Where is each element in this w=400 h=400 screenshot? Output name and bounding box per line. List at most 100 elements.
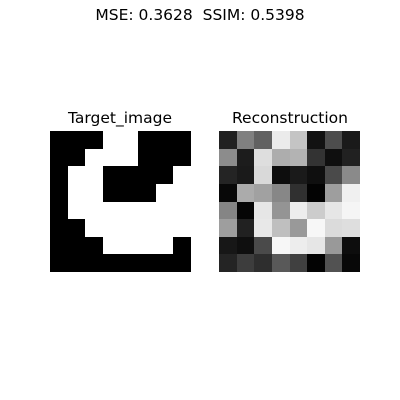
pixel-cell (85, 236, 103, 255)
pixel-cell (85, 131, 103, 149)
pixel-cell (271, 131, 290, 149)
pixel-cell (50, 219, 68, 237)
pixel-cell (254, 148, 272, 167)
pixel-cell (307, 148, 325, 167)
pixel-cell (254, 236, 272, 255)
pixel-cell (138, 166, 156, 184)
pixel-cell (289, 236, 308, 255)
pixel-cell (307, 131, 325, 149)
pixel-cell (155, 183, 174, 202)
pixel-cell (50, 201, 68, 220)
pixel-cell (102, 254, 121, 272)
pixel-cell (173, 183, 191, 202)
reconstruction-title: Reconstruction (231, 109, 348, 127)
pixel-cell (155, 148, 174, 167)
pixel-cell (254, 183, 272, 202)
pixel-cell (173, 148, 191, 167)
reconstruction-grid (219, 131, 360, 272)
pixel-cell (271, 166, 290, 184)
pixel-cell (120, 166, 139, 184)
pixel-cell (50, 131, 68, 149)
pixel-cell (155, 166, 174, 184)
pixel-cell (271, 219, 290, 237)
pixel-cell (271, 201, 290, 220)
pixel-cell (289, 254, 308, 272)
pixel-cell (324, 254, 343, 272)
pixel-cell (67, 166, 86, 184)
pixel-cell (342, 148, 360, 167)
target-image-grid (50, 131, 191, 272)
pixel-cell (50, 254, 68, 272)
pixel-cell (67, 148, 86, 167)
pixel-cell (219, 148, 237, 167)
pixel-cell (307, 201, 325, 220)
pixel-cell (236, 131, 255, 149)
pixel-cell (236, 148, 255, 167)
pixel-cell (324, 219, 343, 237)
pixel-cell (138, 148, 156, 167)
pixel-cell (50, 183, 68, 202)
pixel-cell (219, 219, 237, 237)
pixel-cell (342, 183, 360, 202)
pixel-cell (67, 219, 86, 237)
pixel-cell (120, 201, 139, 220)
pixel-cell (307, 219, 325, 237)
pixel-cell (219, 254, 237, 272)
target-image-title: Target_image (68, 109, 172, 127)
pixel-cell (85, 201, 103, 220)
pixel-cell (236, 201, 255, 220)
pixel-cell (67, 183, 86, 202)
pixel-cell (307, 183, 325, 202)
pixel-cell (342, 236, 360, 255)
pixel-cell (173, 236, 191, 255)
pixel-cell (342, 254, 360, 272)
pixel-cell (138, 131, 156, 149)
pixel-cell (155, 236, 174, 255)
pixel-cell (102, 219, 121, 237)
pixel-cell (155, 131, 174, 149)
pixel-cell (289, 148, 308, 167)
pixel-cell (289, 166, 308, 184)
pixel-cell (102, 166, 121, 184)
figure-title: MSE: 0.3628 SSIM: 0.5398 (95, 6, 305, 24)
pixel-cell (236, 183, 255, 202)
pixel-cell (307, 254, 325, 272)
pixel-cell (324, 166, 343, 184)
pixel-cell (342, 166, 360, 184)
pixel-cell (219, 236, 237, 255)
pixel-cell (67, 236, 86, 255)
pixel-cell (219, 166, 237, 184)
pixel-cell (236, 219, 255, 237)
pixel-cell (173, 166, 191, 184)
pixel-cell (271, 254, 290, 272)
pixel-cell (236, 254, 255, 272)
pixel-cell (271, 148, 290, 167)
pixel-cell (236, 236, 255, 255)
pixel-cell (254, 131, 272, 149)
pixel-cell (324, 236, 343, 255)
pixel-cell (138, 219, 156, 237)
pixel-cell (67, 254, 86, 272)
pixel-cell (102, 201, 121, 220)
pixel-cell (138, 254, 156, 272)
pixel-cell (324, 148, 343, 167)
pixel-cell (120, 183, 139, 202)
pixel-cell (173, 219, 191, 237)
pixel-cell (85, 183, 103, 202)
pixel-cell (254, 219, 272, 237)
pixel-cell (307, 236, 325, 255)
pixel-cell (289, 201, 308, 220)
pixel-cell (67, 201, 86, 220)
pixel-cell (173, 254, 191, 272)
pixel-cell (85, 166, 103, 184)
pixel-cell (342, 201, 360, 220)
pixel-cell (138, 183, 156, 202)
pixel-cell (173, 201, 191, 220)
pixel-cell (50, 166, 68, 184)
pixel-cell (236, 166, 255, 184)
pixel-cell (307, 166, 325, 184)
pixel-cell (120, 148, 139, 167)
pixel-cell (219, 183, 237, 202)
pixel-cell (50, 148, 68, 167)
pixel-cell (102, 148, 121, 167)
